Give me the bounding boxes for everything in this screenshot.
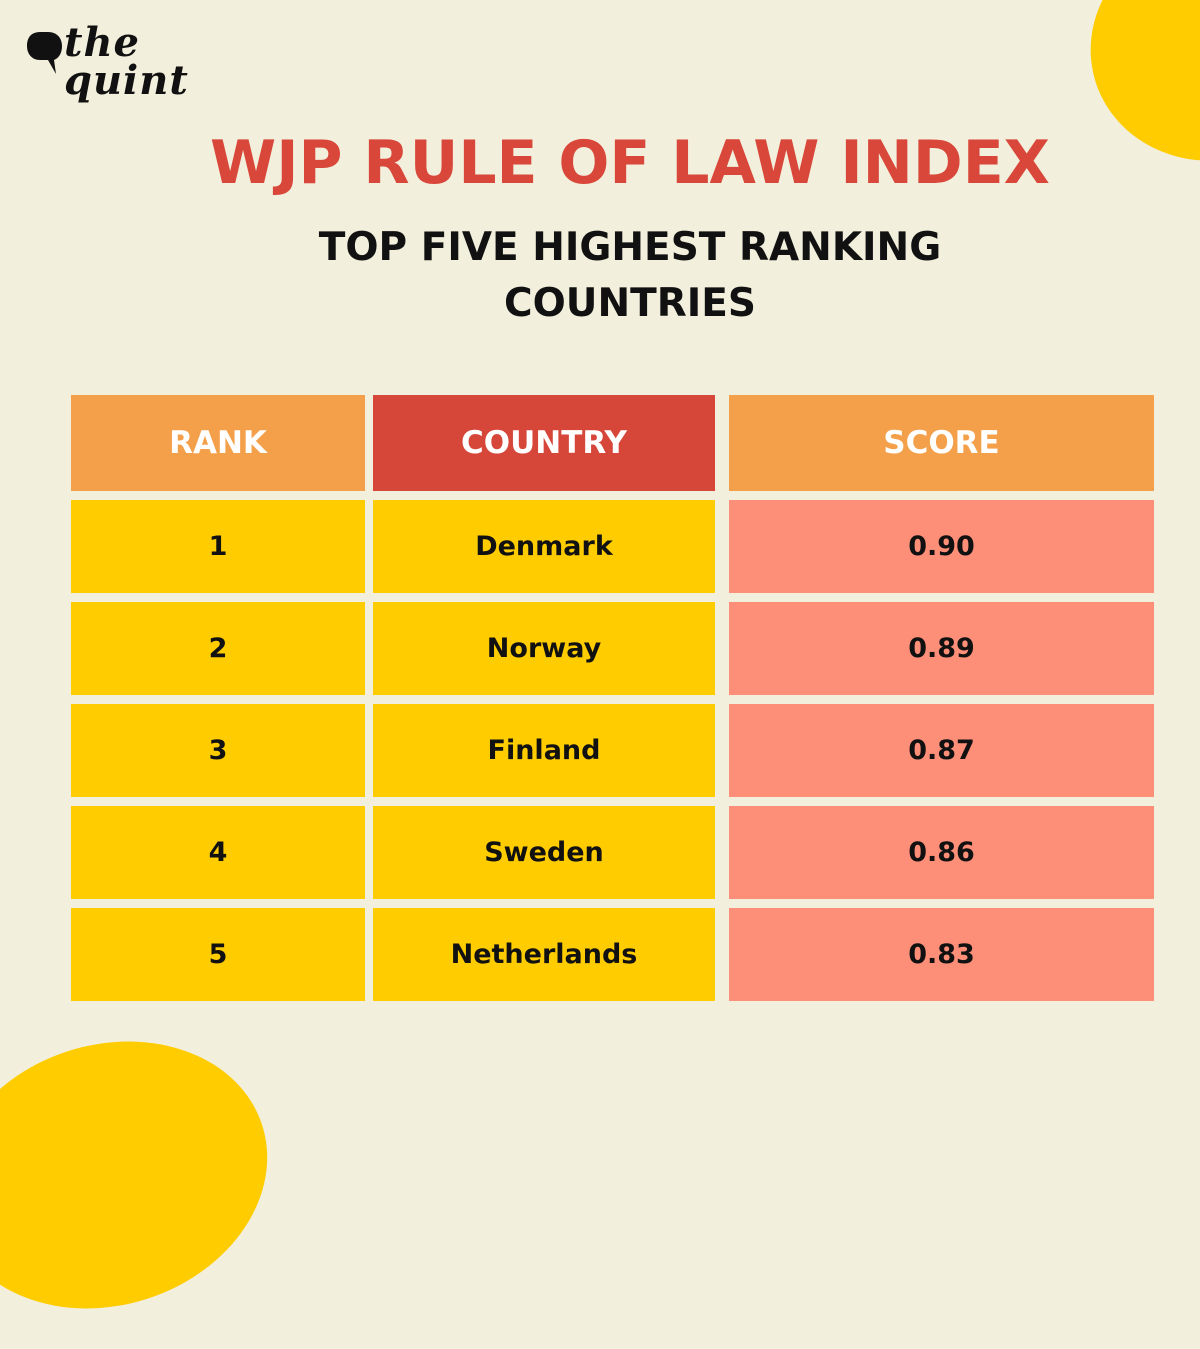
decorative-circle-bottom-left [0,1001,303,1349]
rank-cell: 1 [71,500,365,593]
country-cell: Netherlands [373,908,715,1001]
the-quint-logo: the quint [26,23,196,125]
score-cell: 0.83 [729,908,1154,1001]
country-header: COUNTRY [373,395,715,491]
chart-title: WJP RULE OF LAW INDEX [210,128,1050,198]
score-header: SCORE [729,395,1154,491]
chart-subtitle: TOP FIVE HIGHEST RANKING COUNTRIES [318,225,942,326]
score-cell: 0.86 [729,806,1154,899]
country-cell: Norway [373,602,715,695]
speech-bubble-icon [27,32,62,74]
country-cell: Finland [373,704,715,797]
rank-header: RANK [71,395,365,491]
rank-cell: 5 [71,908,365,1001]
score-cell: 0.87 [729,704,1154,797]
country-cell: Sweden [373,806,715,899]
rank-cell: 3 [71,704,365,797]
logo-wordmark: the quint [64,19,189,104]
rank-cell: 4 [71,806,365,899]
score-cell: 0.90 [729,500,1154,593]
country-cell: Denmark [373,500,715,593]
score-cell: 0.89 [729,602,1154,695]
rank-cell: 2 [71,602,365,695]
